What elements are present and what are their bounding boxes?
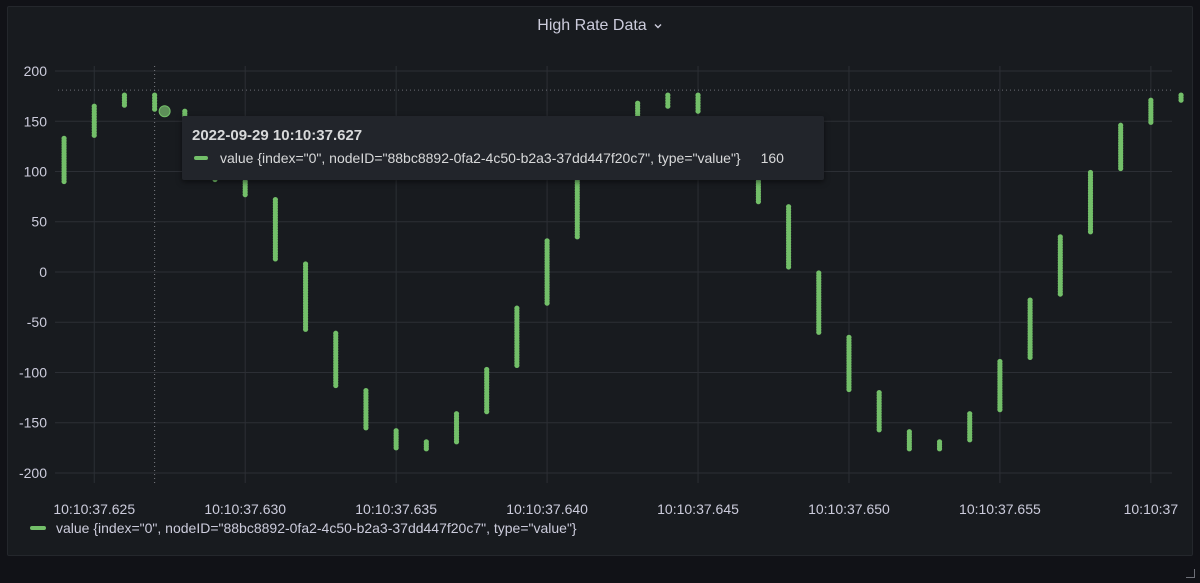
data-point [91,132,97,138]
data-point [484,409,490,415]
y-tick-label: -200 [19,465,47,481]
x-tick-label: 10:10:37.645 [657,501,739,517]
tooltip-time: 2022-09-29 10:10:37.627 [192,127,363,144]
tooltip-value: 160 [760,150,784,166]
data-point [906,446,912,452]
data-point [1148,119,1154,125]
y-tick-label: 200 [24,63,48,79]
tooltip-series-label: value {index="0", nodeID="88bc8892-0fa2-… [220,150,741,166]
hover-tooltip: 2022-09-29 10:10:37.627 value {index="0"… [182,116,824,180]
legend-label: value {index="0", nodeID="88bc8892-0fa2-… [56,520,577,536]
data-point [1057,291,1063,297]
data-point [333,382,339,389]
data-point [514,362,520,369]
hover-point [158,105,171,118]
data-point [453,439,460,445]
x-tick-label: 10:10:37.630 [204,501,286,517]
data-point [544,300,550,306]
panel-header: High Rate Data [8,15,1192,41]
tooltip-color-swatch [194,156,208,160]
data-point [967,437,973,443]
data-point [242,192,248,198]
data-point [363,425,369,431]
legend-color-swatch [30,526,46,530]
y-tick-label: -150 [19,415,47,431]
data-point [665,103,671,109]
data-point [272,256,278,262]
x-tick-label: 10:10:37.655 [959,501,1041,517]
data-point [574,234,580,240]
y-tick-label: -100 [19,364,47,380]
data-point [816,329,822,335]
x-tick-label: 10:10:37.635 [355,501,437,517]
y-tick-label: 100 [24,164,48,180]
y-tick-label: -50 [27,314,47,330]
data-point [755,199,762,205]
x-tick-label: 10:10:37.650 [808,501,890,517]
data-point [876,427,882,433]
y-tick-label: 0 [39,264,47,280]
graph-panel: High Rate Data [7,6,1193,556]
y-tick-label: 150 [24,113,48,129]
data-point [695,108,701,114]
data-point [61,178,67,185]
x-tick-label: 10:10:37.640 [506,501,588,517]
x-tick-label: 10:10:37.625 [53,501,135,517]
resize-handle-icon[interactable] [1186,569,1195,578]
data-point [1087,229,1094,235]
data-point [1118,165,1124,172]
data-point [785,264,792,270]
data-point [152,106,158,112]
legend-item[interactable]: value {index="0", nodeID="88bc8892-0fa2-… [30,520,577,536]
data-point [393,445,399,451]
data-point [121,102,128,108]
panel-title-menu[interactable]: High Rate Data [531,15,668,37]
data-point [1027,354,1033,360]
data-point [423,446,429,452]
y-tick-label: 50 [31,214,47,230]
data-point [846,386,852,393]
tooltip-row: value {index="0", nodeID="88bc8892-0fa2-… [194,150,814,166]
data-point [302,326,309,332]
panel-title: High Rate Data [537,17,647,34]
data-point [1178,97,1184,103]
data-point [997,407,1003,413]
x-tick-label: 10:10:37 [1124,501,1179,517]
data-point [936,446,943,452]
chevron-down-icon [654,24,662,29]
